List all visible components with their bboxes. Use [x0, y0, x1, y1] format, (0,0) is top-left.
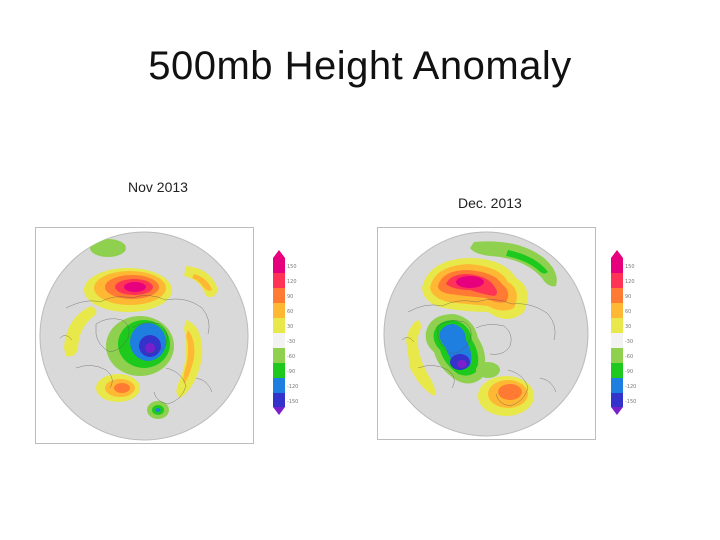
dec-2013-label: Dec. 2013 — [458, 195, 522, 211]
colorbar-tick-label: 150 — [287, 264, 297, 270]
colorbar-tick-label: -90 — [625, 369, 634, 375]
colorbar-top-arrow — [273, 250, 285, 258]
colorbar-band — [611, 273, 623, 288]
colorbar-band — [611, 348, 623, 363]
colorbar-top-arrow — [611, 250, 623, 258]
colorbar-band — [273, 333, 285, 348]
coastlines — [401, 299, 557, 407]
colorbar-tick-label: 30 — [287, 324, 294, 330]
nov-colorbar-labels: 150 120 90 60 30 -30 -60 -90 -120 -150 — [287, 250, 313, 410]
colorbar-band — [611, 318, 623, 333]
colorbar-band — [273, 393, 285, 407]
colorbar-tick-label: -30 — [287, 339, 296, 345]
colorbar-band — [611, 393, 623, 407]
colorbar-tick-label: -150 — [625, 399, 637, 405]
dec-2013-anomaly-map — [377, 227, 596, 440]
colorbar-band — [611, 363, 623, 378]
colorbar-band — [273, 288, 285, 303]
anomaly-blob-positive-east — [478, 376, 534, 416]
colorbar-tick-label: -150 — [287, 399, 299, 405]
anomaly-blob-positive-west — [406, 320, 436, 396]
anomaly-blob-positive-south — [96, 374, 140, 402]
colorbar-band — [273, 303, 285, 318]
colorbar-tick-label: 60 — [625, 309, 632, 315]
colorbar-tick-label: 30 — [625, 324, 632, 330]
colorbar-band — [611, 378, 623, 393]
coastlines — [59, 295, 213, 405]
colorbar-tick-label: -90 — [287, 369, 296, 375]
colorbar-tick-label: -60 — [287, 354, 296, 360]
anomaly-blob-negative-central — [425, 314, 486, 384]
anomaly-blob-positive-north — [422, 258, 528, 319]
colorbar-band — [273, 318, 285, 333]
nov-colorbar: 150 120 90 60 30 -30 -60 -90 -120 -150 — [273, 250, 298, 420]
colorbar-bottom-arrow — [611, 407, 623, 415]
anomaly-blob-negative-east — [476, 362, 500, 378]
colorbar-tick-label: -120 — [287, 384, 299, 390]
colorbar-tick-label: 90 — [287, 294, 294, 300]
anomaly-blob-positive-northeast — [184, 266, 218, 298]
colorbar-tick-label: 90 — [625, 294, 632, 300]
colorbar-band — [611, 258, 623, 273]
colorbar-tick-label: -120 — [625, 384, 637, 390]
anomaly-blob-positive-north — [84, 268, 172, 312]
slide-title: 500mb Height Anomaly — [148, 44, 572, 88]
colorbar-tick-label: 150 — [625, 264, 635, 270]
colorbar-band — [273, 378, 285, 393]
colorbar-band — [273, 273, 285, 288]
anomaly-blob-negative-south — [147, 401, 169, 419]
anomaly-blob-positive-west — [64, 306, 97, 357]
colorbar-bottom-arrow — [273, 407, 285, 415]
colorbar-band — [611, 333, 623, 348]
colorbar-tick-label: 60 — [287, 309, 294, 315]
colorbar-band — [611, 303, 623, 318]
colorbar-tick-label: -30 — [625, 339, 634, 345]
anomaly-blob-positive-east — [176, 320, 203, 398]
colorbar-tick-label: 120 — [287, 279, 297, 285]
nov-2013-label: Nov 2013 — [128, 179, 188, 195]
anomaly-blob-positive-top — [90, 239, 126, 257]
colorbar-band — [273, 363, 285, 378]
dec-colorbar: 150 120 90 60 30 -30 -60 -90 -120 -150 — [611, 250, 636, 420]
colorbar-band — [273, 348, 285, 363]
nov-2013-anomaly-map — [35, 227, 254, 444]
colorbar-band — [273, 258, 285, 273]
colorbar-tick-label: -60 — [625, 354, 634, 360]
anomaly-blob-negative-north — [470, 241, 557, 287]
colorbar-tick-label: 120 — [625, 279, 635, 285]
anomaly-blob-negative-central — [106, 316, 174, 376]
colorbar-band — [611, 288, 623, 303]
dec-colorbar-labels: 150 120 90 60 30 -30 -60 -90 -120 -150 — [625, 250, 651, 410]
